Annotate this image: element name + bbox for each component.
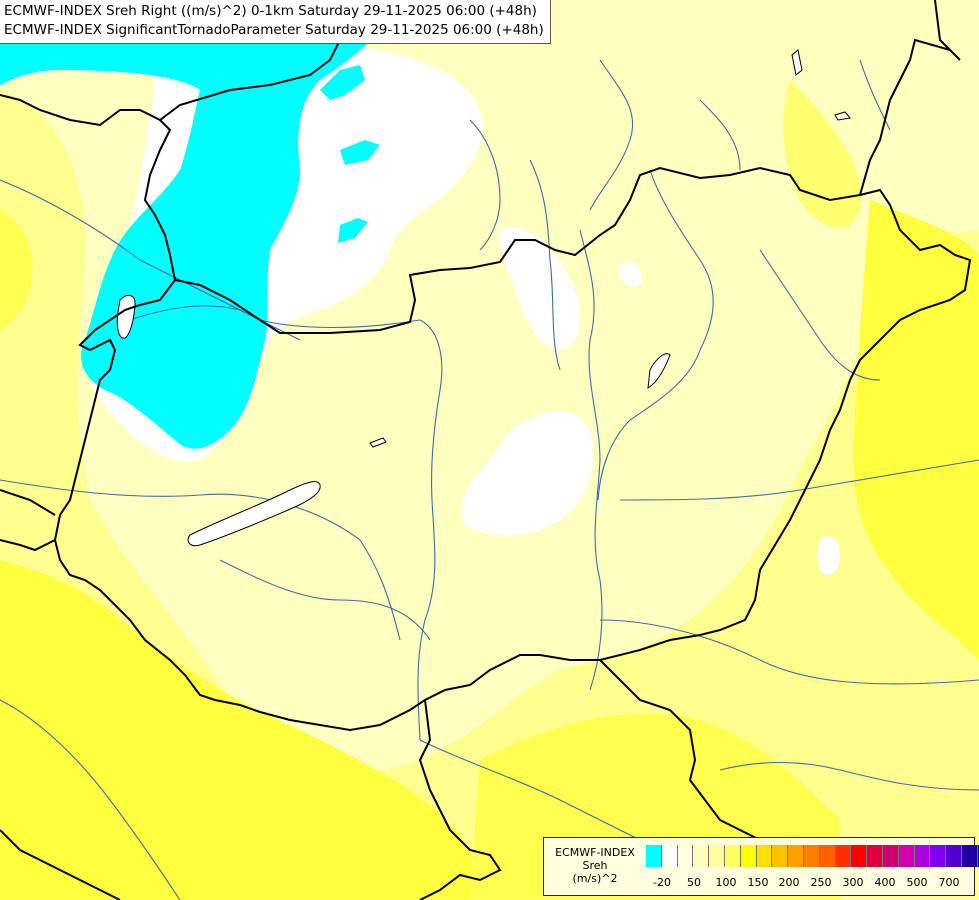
title-line-1: ECMWF-INDEX Sreh Right ((m/s)^2) 0-1km S… [4, 3, 537, 19]
lake-neusiedl [116, 294, 136, 339]
lake-balaton [187, 481, 321, 547]
color-legend: ECMWF-INDEX Sreh (m/s)^2 -20 50 100 150 200 2… [543, 837, 979, 896]
light-yellow-area [0, 90, 979, 900]
legend-swatch [709, 845, 725, 867]
cyan-patch-3 [320, 65, 365, 100]
border-west-austria [0, 489, 56, 516]
legend-tick-label: -20 [653, 876, 671, 889]
legend-swatch [835, 845, 852, 867]
legend-ticks: -20 50 100 150 200 250 300 400 500 700 [646, 876, 976, 890]
legend-tick-label: 100 [715, 876, 737, 889]
legend-swatch [661, 845, 678, 867]
legend-title-line-3: (m/s)^2 [572, 872, 618, 885]
legend-swatch [882, 845, 899, 867]
legend-swatch [740, 845, 757, 867]
legend-tick-label: 300 [842, 876, 864, 889]
white-area-north-center [498, 228, 580, 350]
lake-tisza [647, 353, 671, 389]
yellow-area-west [0, 210, 33, 330]
cyan-patch-2 [338, 218, 368, 243]
legend-swatch [867, 845, 883, 867]
legend-tick-label: 700 [938, 876, 960, 889]
border-south-croatia [418, 699, 502, 900]
border-southwest [0, 829, 121, 900]
legend-title-line-1: ECMWF-INDEX [555, 846, 635, 859]
white-patch-nagyk [618, 261, 643, 287]
yellow-area-east [853, 200, 979, 660]
border-slovenia-croatia [0, 539, 56, 552]
legend-swatch [756, 845, 773, 867]
cyan-patch-1 [340, 140, 380, 165]
legend-swatch [724, 845, 741, 867]
legend-title-line-2: Sreh [582, 859, 608, 872]
legend-swatch [693, 845, 710, 867]
white-area-center [461, 411, 594, 536]
lake-small-2 [791, 49, 803, 76]
legend-swatch [930, 845, 947, 867]
cyan-area [0, 0, 400, 449]
border-hungary [53, 166, 972, 732]
map-title-box: ECMWF-INDEX Sreh Right ((m/s)^2) 0-1km S… [0, 0, 551, 44]
legend-swatch [946, 845, 962, 867]
legend-tick-label: 400 [874, 876, 896, 889]
border-north-slovakia [0, 94, 176, 281]
legend-swatch [914, 845, 931, 867]
legend-swatch [788, 845, 804, 867]
legend-tick-label: 250 [810, 876, 832, 889]
legend-swatch [677, 845, 694, 867]
legend-swatches [646, 845, 979, 867]
legend-title: ECMWF-INDEX Sreh (m/s)^2 [546, 846, 644, 885]
legend-swatch [646, 845, 662, 867]
lake-small-1 [369, 437, 387, 448]
legend-tick-label: 50 [687, 876, 701, 889]
legend-swatch [803, 845, 820, 867]
rivers [0, 59, 979, 900]
legend-swatch [819, 845, 836, 867]
white-patch-east [817, 536, 841, 576]
lakes [116, 49, 851, 547]
title-line-2: ECMWF-INDEX SignificantTornadoParameter … [4, 22, 544, 38]
legend-swatch [851, 845, 868, 867]
legend-tick-label: 500 [906, 876, 928, 889]
yellow-area-southwest [0, 560, 480, 900]
lake-small-3 [834, 111, 851, 121]
legend-swatch [977, 845, 979, 867]
border-east-top [859, 0, 961, 196]
legend-tick-label: 150 [747, 876, 769, 889]
legend-swatch [961, 845, 978, 867]
legend-swatch [772, 845, 789, 867]
legend-tick-label: 200 [778, 876, 800, 889]
legend-swatch [898, 845, 915, 867]
